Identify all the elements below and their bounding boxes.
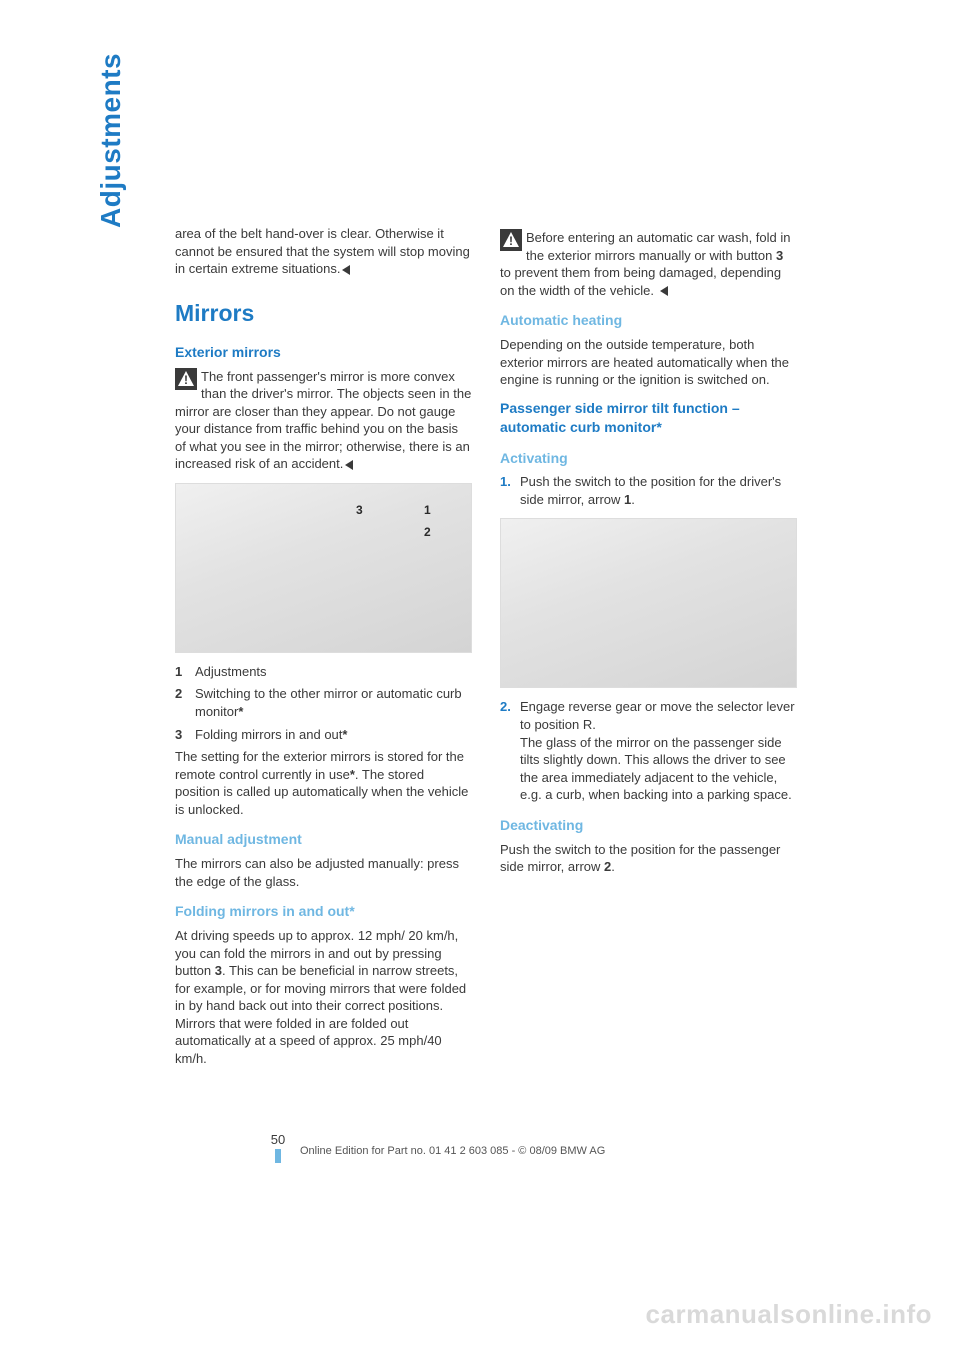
paragraph: The mirrors can also be adjusted manuall… [175, 855, 472, 890]
warning-text: Before entering an automatic car wash, f… [500, 230, 790, 298]
list-item: 3 Folding mirrors in and out* [175, 726, 472, 744]
paragraph: At driving speeds up to approx. 12 mph/ … [175, 927, 472, 1067]
list-text: Switching to the other mirror or automat… [195, 685, 472, 720]
paragraph: Push the switch to the position for the … [500, 841, 797, 876]
right-column: Before entering an automatic car wash, f… [500, 225, 797, 1073]
end-marker-icon [342, 265, 350, 275]
mirror-switch-diagram [500, 518, 797, 688]
subheading-exterior-mirrors: Exterior mirrors [175, 343, 472, 362]
page-number-block: 50 [263, 1132, 293, 1163]
diagram-label-3: 3 [356, 502, 363, 518]
side-section-label: Adjustments [95, 53, 127, 228]
subheading-deactivating: Deactivating [500, 816, 797, 835]
warning-block: Before entering an automatic car wash, f… [500, 229, 797, 299]
list-text: Engage reverse gear or move the selector… [520, 698, 797, 803]
page-number-bar-icon [275, 1149, 281, 1163]
warning-icon [175, 368, 197, 390]
subheading-passenger-tilt: Passenger side mirror tilt function – au… [500, 399, 797, 437]
end-marker-icon [345, 460, 353, 470]
content-columns: area of the belt hand-over is clear. Oth… [175, 225, 797, 1073]
warning-icon [500, 229, 522, 251]
list-text: Push the switch to the position for the … [520, 473, 797, 508]
page: Adjustments area of the belt hand-over i… [0, 0, 960, 1358]
mirror-control-diagram: 3 1 2 [175, 483, 472, 653]
list-text: Folding mirrors in and out* [195, 726, 472, 744]
subheading-activating: Activating [500, 449, 797, 468]
list-item: 2 Switching to the other mirror or autom… [175, 685, 472, 720]
list-item: 1 Adjustments [175, 663, 472, 681]
diagram-label-2: 2 [424, 524, 431, 540]
list-number: 2 [175, 685, 195, 720]
subheading-folding-mirrors: Folding mirrors in and out* [175, 902, 472, 921]
list-number: 1. [500, 473, 520, 508]
list-item: 1. Push the switch to the position for t… [500, 473, 797, 508]
diagram-label-1: 1 [424, 502, 431, 518]
list-number: 3 [175, 726, 195, 744]
subheading-manual-adjustment: Manual adjustment [175, 830, 472, 849]
watermark: carmanualsonline.info [646, 1299, 932, 1330]
end-marker-icon [660, 286, 668, 296]
list-text: Adjustments [195, 663, 472, 681]
heading-mirrors: Mirrors [175, 298, 472, 329]
paragraph: Depending on the outside temperature, bo… [500, 336, 797, 389]
subheading-automatic-heating: Automatic heating [500, 311, 797, 330]
intro-paragraph: area of the belt hand-over is clear. Oth… [175, 225, 472, 278]
left-column: area of the belt hand-over is clear. Oth… [175, 225, 472, 1073]
list-item: 2. Engage reverse gear or move the selec… [500, 698, 797, 803]
warning-block: The front passenger's mirror is more con… [175, 368, 472, 473]
page-number: 50 [263, 1132, 293, 1147]
warning-text: The front passenger's mirror is more con… [175, 369, 471, 472]
list-number: 1 [175, 663, 195, 681]
paragraph: The setting for the exterior mirrors is … [175, 748, 472, 818]
list-number: 2. [500, 698, 520, 803]
imprint-line: Online Edition for Part no. 01 41 2 603 … [300, 1145, 605, 1157]
